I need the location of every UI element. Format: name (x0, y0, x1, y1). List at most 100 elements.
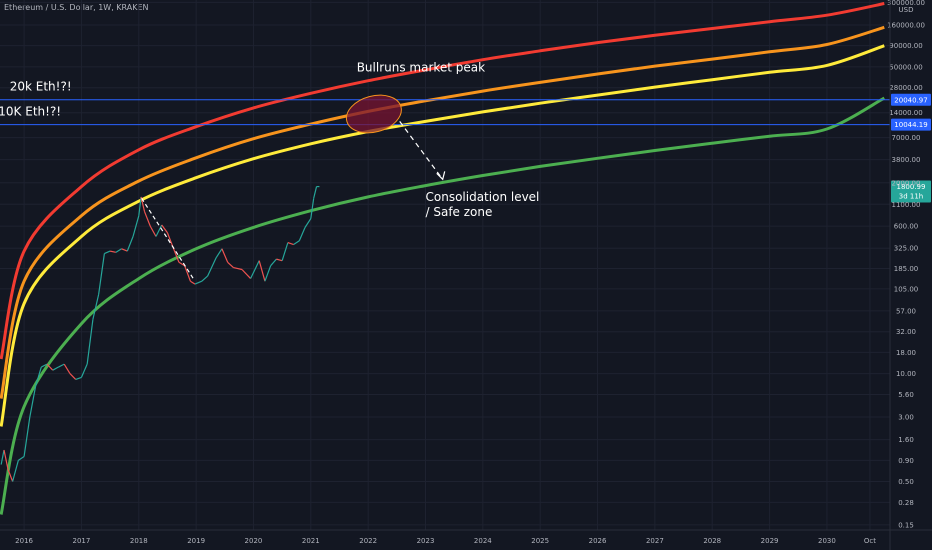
price-segment (41, 363, 48, 368)
level-badge (891, 93, 931, 106)
y-tick-label: 1100.00 (892, 201, 921, 209)
time-axis: 2016 2017 2018 2019 2020 2021 2022 2023 2024 2025… (0, 529, 932, 545)
x-tick-label: 2024 (474, 537, 492, 545)
x-tick-label: Oct (864, 537, 876, 545)
price-segment (258, 260, 266, 282)
price-segment (250, 260, 260, 279)
y-tick-label: 57.00 (896, 307, 916, 315)
price-segment (58, 363, 65, 368)
price-segment (12, 460, 19, 482)
price-segment (201, 275, 208, 282)
y-tick-label: 160000.00 (887, 21, 925, 29)
price-segment (80, 363, 88, 378)
x-tick-label: 2030 (818, 537, 836, 545)
price-segment (161, 224, 168, 234)
x-tick-label: 2023 (417, 537, 435, 545)
price-segment (86, 319, 94, 365)
price-segment (281, 242, 289, 261)
x-tick-label: 2020 (245, 537, 263, 545)
y-tick-label: 0.50 (898, 478, 914, 486)
price-segment (172, 247, 180, 263)
x-tick-label: 2021 (302, 537, 320, 545)
y-tick-label: 105.00 (894, 285, 919, 293)
y-tick-label: 3800.00 (892, 156, 921, 164)
y-tick-label: 300000.00 (887, 0, 925, 7)
price-segment (293, 240, 300, 246)
x-tick-label: 2022 (359, 537, 377, 545)
price-segment (121, 248, 128, 252)
y-tick-label: 600.00 (894, 223, 919, 231)
price-segment (194, 280, 203, 285)
price-segment (52, 366, 59, 371)
price-segment (126, 236, 134, 252)
price-segment (270, 258, 277, 267)
price-segment (3, 449, 9, 470)
annotation-text: Consolidation level (426, 190, 540, 204)
price-segment (215, 248, 223, 258)
y-tick-label: 325.00 (894, 245, 919, 253)
price-segment (276, 258, 283, 262)
price-segment (304, 218, 312, 228)
dashed-arrow-line (399, 121, 444, 180)
y-tick-label: 28000.00 (889, 84, 922, 92)
price-segment (190, 280, 196, 285)
price-segment (298, 227, 306, 241)
price-segment (29, 386, 37, 418)
price-segment (132, 215, 140, 237)
price-segment (18, 456, 25, 461)
annotation-text: Bullruns market peak (357, 60, 485, 74)
annotation-text: 10K Eth!?! (0, 104, 61, 118)
annotation-text: 20k Eth!?! (10, 79, 72, 93)
grid (0, 0, 890, 530)
price-segment (310, 198, 315, 219)
price-segment (178, 261, 185, 267)
x-tick-label: 2017 (73, 537, 91, 545)
y-tick-label: 50000.00 (889, 63, 922, 71)
price-segment (155, 224, 163, 237)
y-tick-label: 7000.00 (892, 134, 921, 142)
x-tick-label: 2025 (531, 537, 549, 545)
y-tick-label: 18.00 (896, 349, 916, 357)
band-line-1 (0, 25, 885, 399)
y-tick-label: 2000.00 (892, 179, 921, 187)
last-price-badge (891, 180, 931, 203)
price-axis: 300000.00 160000.00 90000.00 50000.00 28000.… (887, 0, 925, 550)
price-series (0, 185, 320, 482)
y-tick-label: 3.00 (898, 413, 914, 421)
y-unit-label: USD (899, 6, 914, 14)
level-badge (891, 118, 931, 131)
y-tick-label: 5.60 (898, 391, 914, 399)
last-price-countdown: 3d 11h (899, 193, 923, 201)
y-tick-label: 185.00 (894, 265, 919, 273)
price-segment (104, 250, 111, 255)
x-tick-label: 2029 (761, 537, 779, 545)
price-segment (207, 257, 217, 277)
last-price-label: 1800.99 (897, 183, 926, 191)
price-segment (138, 196, 142, 216)
price-segment (166, 232, 174, 248)
x-tick-label: 2028 (703, 537, 721, 545)
price-segment (149, 225, 157, 237)
y-tick-label: 0.28 (898, 499, 914, 507)
level-badge-label: 10044.19 (894, 121, 927, 129)
price-segment (7, 469, 14, 482)
y-tick-label: 0.90 (898, 457, 914, 465)
y-tick-label: 14000.00 (889, 109, 922, 117)
chart-symbol-header: Ethereum / U.S. Dollar, 1W, KRAKEN (4, 3, 149, 12)
price-segment (109, 250, 116, 253)
rainbow-bands (0, 2, 886, 515)
price-segment (221, 248, 229, 263)
peak-zone-ellipse (345, 94, 402, 134)
price-segment (227, 261, 234, 268)
annotation-text: / Safe zone (426, 205, 493, 219)
x-tick-label: 2016 (15, 537, 33, 545)
price-segment (34, 366, 42, 387)
x-tick-label: 2027 (646, 537, 664, 545)
price-segment (184, 265, 191, 282)
price-segment (23, 416, 31, 457)
y-tick-label: 90000.00 (889, 42, 922, 50)
price-segment (241, 269, 252, 279)
band-line-0 (0, 2, 885, 360)
price-segment (264, 265, 272, 282)
